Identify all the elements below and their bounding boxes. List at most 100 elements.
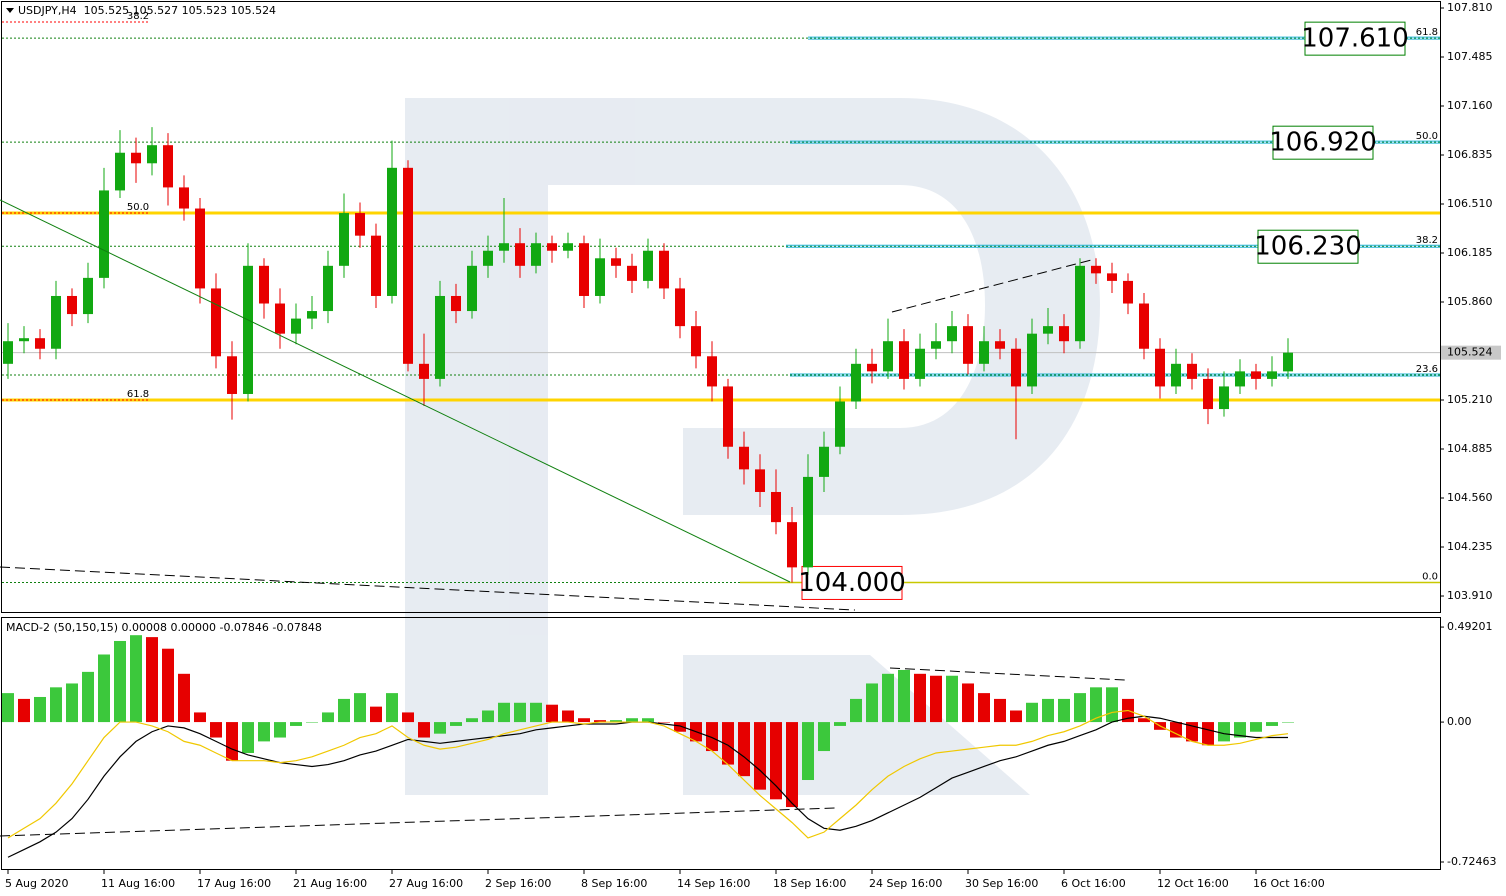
y-tick-label: 105.860 — [1447, 295, 1493, 308]
macd-panel-frame — [1, 617, 1441, 870]
macd-bar — [1218, 722, 1230, 742]
x-tick-label: 27 Aug 16:00 — [389, 877, 463, 890]
candle-body — [1139, 303, 1149, 349]
macd-bar — [290, 722, 302, 726]
x-tick-label: 17 Aug 16:00 — [197, 877, 271, 890]
candle-body — [1107, 273, 1117, 281]
candle-body — [307, 311, 317, 319]
x-tick-label: 12 Oct 16:00 — [1157, 877, 1229, 890]
macd-bar — [258, 722, 270, 742]
candle-body — [1123, 280, 1133, 304]
y-tick-label: 105.210 — [1447, 393, 1493, 406]
macd-bar — [642, 718, 654, 723]
candle-body — [595, 258, 605, 296]
macd-bar — [178, 673, 190, 723]
candle-body — [1187, 363, 1197, 379]
y-tick-label: 107.160 — [1447, 99, 1493, 112]
macd-bar — [98, 654, 110, 723]
candle-body — [243, 265, 253, 394]
candle-body — [691, 326, 701, 357]
macd-bar — [1106, 687, 1118, 723]
macd-bar — [706, 722, 718, 752]
chart-title: USDJPY,H4 105.525 105.527 105.523 105.52… — [18, 4, 276, 17]
macd-bar — [370, 706, 382, 723]
candle-body — [1059, 326, 1069, 342]
macd-bar — [338, 698, 350, 723]
macd-bar — [770, 722, 782, 800]
macd-bar — [786, 722, 798, 808]
fib-ratio-label: 50.0 — [127, 202, 149, 213]
candle-body — [163, 145, 173, 188]
fib-ratio-label: 61.8 — [1416, 27, 1438, 38]
macd-bar — [162, 648, 174, 723]
candle-body — [515, 243, 525, 266]
candle-body — [387, 167, 397, 296]
candle-body — [403, 167, 413, 364]
macd-bar — [610, 720, 622, 723]
candle-body — [611, 258, 621, 266]
main-panel-frame — [1, 1, 1441, 613]
candle-body — [531, 243, 541, 266]
candle-body — [275, 303, 285, 334]
macd-bar — [738, 722, 750, 777]
macd-bar — [1074, 693, 1086, 723]
candle-body — [1251, 371, 1261, 379]
fib-ratio-label: 50.0 — [1416, 131, 1438, 142]
candle-body — [883, 341, 893, 372]
macd-bar — [914, 673, 926, 723]
menu-arrow[interactable] — [6, 8, 14, 13]
macd-bar — [562, 710, 574, 723]
y-tick-label: 106.510 — [1447, 197, 1493, 210]
fib-ratio-label: 61.8 — [127, 389, 149, 400]
y-tick-label: 106.835 — [1447, 148, 1493, 161]
macd-bar — [978, 693, 990, 723]
macd-bar — [194, 712, 206, 723]
macd-bar — [482, 710, 494, 723]
fib-price-box — [801, 565, 903, 600]
candle-body — [131, 152, 141, 164]
candle-body — [835, 401, 845, 447]
macd-bar — [674, 722, 686, 732]
x-tick-label: 6 Oct 16:00 — [1061, 877, 1126, 890]
candle-body — [739, 446, 749, 470]
macd-bar — [1026, 702, 1038, 723]
candle-body — [227, 356, 237, 394]
macd-bar — [1010, 710, 1022, 723]
macd-bar — [962, 683, 974, 723]
candle-body — [931, 341, 941, 349]
macd-bar — [898, 669, 910, 723]
candle-body — [1171, 363, 1181, 387]
x-tick-label: 21 Aug 16:00 — [293, 877, 367, 890]
x-tick-label: 14 Sep 16:00 — [677, 877, 750, 890]
candle-body — [339, 213, 349, 266]
fib-ratio-label: 38.2 — [127, 11, 149, 22]
macd-bar — [466, 718, 478, 723]
macd-bar — [1202, 722, 1214, 746]
candle-body — [803, 476, 813, 568]
y-tick-label: 106.185 — [1447, 246, 1493, 259]
candle-body — [675, 288, 685, 327]
candle-body — [1075, 265, 1085, 342]
y-tick-label: 107.810 — [1447, 1, 1493, 14]
macd-bar — [226, 722, 238, 761]
candle-body — [915, 348, 925, 379]
macd-bar — [2, 693, 14, 723]
macd-bar — [1250, 722, 1262, 732]
fib-price-label: 107.610 — [1301, 24, 1409, 54]
macd-bar — [1138, 718, 1150, 723]
macd-bar — [946, 675, 958, 723]
candle-body — [1203, 378, 1213, 410]
macd-bar — [434, 722, 446, 734]
macd-bar — [354, 693, 366, 723]
candle-body — [1219, 386, 1229, 410]
macd-bar — [626, 718, 638, 723]
macd-bar — [658, 722, 670, 723]
macd-title: MACD-2 (50,150,15) 0.00008 0.00000 -0.07… — [6, 621, 322, 634]
macd-bar — [818, 722, 830, 752]
macd-bar — [850, 698, 862, 723]
fib-ratio-label: 23.6 — [1416, 364, 1438, 375]
candle-body — [195, 208, 205, 289]
macd-line — [7, 709, 1289, 839]
candle-body — [83, 277, 93, 315]
candle-body — [659, 250, 669, 289]
